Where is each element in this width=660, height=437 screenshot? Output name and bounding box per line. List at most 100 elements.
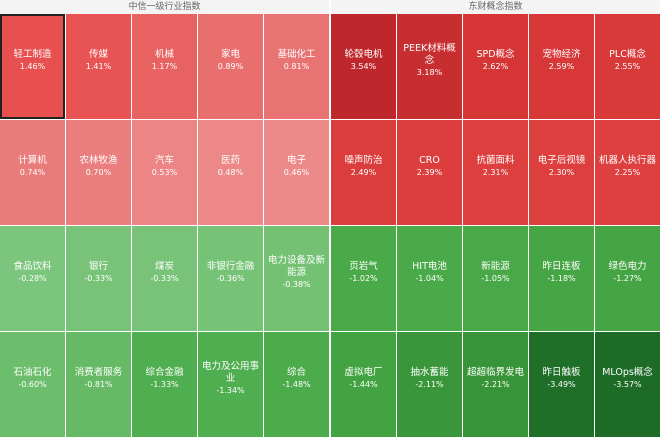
tile-name: 抗菌面料: [476, 154, 515, 166]
tile[interactable]: 食品饮料 -0.28%: [0, 226, 65, 331]
tile-name: 新能源: [481, 260, 510, 272]
tile-change: 1.17%: [151, 61, 178, 71]
tile[interactable]: 基础化工 0.81%: [264, 14, 329, 119]
tile-change: 2.25%: [614, 167, 641, 177]
tile[interactable]: 页岩气 -1.02%: [331, 226, 396, 331]
tile-change: -1.34%: [216, 385, 245, 395]
tile[interactable]: 昨日连板 -1.18%: [529, 226, 594, 331]
tile[interactable]: 电力设备及新能源 -0.38%: [264, 226, 329, 331]
tile[interactable]: SPD概念 2.62%: [463, 14, 528, 119]
tile[interactable]: 噪声防治 2.49%: [331, 120, 396, 225]
tile-name: 计算机: [18, 154, 47, 166]
panel: 中信一级行业指数 轻工制造 1.46% 传媒 1.41% 机械 1.17% 家电 0.89% 基础…: [0, 0, 329, 437]
tile-change: -0.38%: [282, 279, 311, 289]
tile-name: 宠物经济: [542, 48, 581, 60]
tile-change: -0.33%: [84, 273, 113, 283]
tile[interactable]: 综合金融 -1.33%: [132, 332, 197, 437]
tile-name: 基础化工: [277, 48, 316, 60]
tile[interactable]: 计算机 0.74%: [0, 120, 65, 225]
tile-change: 0.46%: [283, 167, 310, 177]
tile[interactable]: 家电 0.89%: [198, 14, 263, 119]
tile-change: -1.44%: [349, 379, 378, 389]
tile-change: 0.81%: [283, 61, 310, 71]
tile-change: -0.36%: [216, 273, 245, 283]
panel-title: 中信一级行业指数: [0, 0, 329, 14]
tile[interactable]: 轮毂电机 3.54%: [331, 14, 396, 119]
tile-name: 抽水蓄能: [410, 366, 449, 378]
tile[interactable]: 医药 0.48%: [198, 120, 263, 225]
tile-name: 绿色电力: [608, 260, 647, 272]
tile-name: 农林牧渔: [79, 154, 118, 166]
tile-change: -1.33%: [150, 379, 179, 389]
tile-change: -2.11%: [415, 379, 444, 389]
tile-change: 0.89%: [217, 61, 244, 71]
tile-change: 1.41%: [85, 61, 112, 71]
tile[interactable]: 新能源 -1.05%: [463, 226, 528, 331]
tile[interactable]: 昨日触板 -3.49%: [529, 332, 594, 437]
tile[interactable]: 汽车 0.53%: [132, 120, 197, 225]
tile[interactable]: 银行 -0.33%: [66, 226, 131, 331]
tile[interactable]: MLOps概念 -3.57%: [595, 332, 660, 437]
tile-name: PLC概念: [609, 48, 646, 60]
tile[interactable]: 电子后视镜 2.30%: [529, 120, 594, 225]
tile[interactable]: 电力及公用事业 -1.34%: [198, 332, 263, 437]
tile-name: CRO: [419, 154, 440, 166]
tile-name: 传媒: [88, 48, 108, 60]
panel-title: 东财概念指数: [331, 0, 660, 14]
tile[interactable]: 抗菌面料 2.31%: [463, 120, 528, 225]
tile-change: 2.31%: [482, 167, 509, 177]
tile-change: 3.54%: [350, 61, 377, 71]
panel: 东财概念指数 轮毂电机 3.54% PEEK材料概念 3.18% SPD概念 2.62% 宠物…: [331, 0, 660, 437]
tile-change: -3.57%: [613, 379, 642, 389]
tile[interactable]: 传媒 1.41%: [66, 14, 131, 119]
tile[interactable]: 综合 -1.48%: [264, 332, 329, 437]
tile[interactable]: 绿色电力 -1.27%: [595, 226, 660, 331]
tile[interactable]: PEEK材料概念 3.18%: [397, 14, 462, 119]
tile-change: -1.05%: [481, 273, 510, 283]
tile-name: PEEK材料概念: [403, 42, 456, 66]
tile[interactable]: 抽水蓄能 -2.11%: [397, 332, 462, 437]
tile-name: 电子: [286, 154, 306, 166]
tile[interactable]: PLC概念 2.55%: [595, 14, 660, 119]
tile[interactable]: 超超临界发电 -2.21%: [463, 332, 528, 437]
tile-change: 3.18%: [416, 67, 443, 77]
tile[interactable]: 机器人执行器 2.25%: [595, 120, 660, 225]
tile-name: 昨日连板: [542, 260, 581, 272]
tile-change: -0.81%: [84, 379, 113, 389]
tile[interactable]: 煤炭 -0.33%: [132, 226, 197, 331]
tile[interactable]: 电子 0.46%: [264, 120, 329, 225]
tile[interactable]: 宠物经济 2.59%: [529, 14, 594, 119]
tile-name: 综合金融: [145, 366, 184, 378]
tile[interactable]: 农林牧渔 0.70%: [66, 120, 131, 225]
tile-change: 0.70%: [85, 167, 112, 177]
tile-change: -0.60%: [18, 379, 47, 389]
tile-name: 非银行金融: [206, 260, 255, 272]
tile-change: -1.02%: [349, 273, 378, 283]
tile[interactable]: 轻工制造 1.46%: [0, 14, 65, 119]
tile-change: 0.53%: [151, 167, 178, 177]
tile[interactable]: 消费者服务 -0.81%: [66, 332, 131, 437]
tile-name: 电力及公用事业: [201, 360, 259, 384]
tile-change: 0.74%: [19, 167, 46, 177]
tile-name: 轮毂电机: [344, 48, 383, 60]
tile[interactable]: CRO 2.39%: [397, 120, 462, 225]
tile-change: -0.33%: [150, 273, 179, 283]
tile-name: 机械: [154, 48, 174, 60]
tile[interactable]: HIT电池 -1.04%: [397, 226, 462, 331]
tile[interactable]: 非银行金融 -0.36%: [198, 226, 263, 331]
tile[interactable]: 机械 1.17%: [132, 14, 197, 119]
tile-change: -0.28%: [18, 273, 47, 283]
tile-change: 2.30%: [548, 167, 575, 177]
tile[interactable]: 虚拟电厂 -1.44%: [331, 332, 396, 437]
tile-change: -3.49%: [547, 379, 576, 389]
tile-name: 昨日触板: [542, 366, 581, 378]
tile-name: MLOps概念: [602, 366, 653, 378]
tile-change: -1.18%: [547, 273, 576, 283]
tile-name: 银行: [88, 260, 108, 272]
tile-name: 石油石化: [13, 366, 52, 378]
tile[interactable]: 石油石化 -0.60%: [0, 332, 65, 437]
tile-change: -1.04%: [415, 273, 444, 283]
tile-change: 2.49%: [350, 167, 377, 177]
tile-grid: 轮毂电机 3.54% PEEK材料概念 3.18% SPD概念 2.62% 宠物经济 2.59…: [331, 14, 660, 437]
